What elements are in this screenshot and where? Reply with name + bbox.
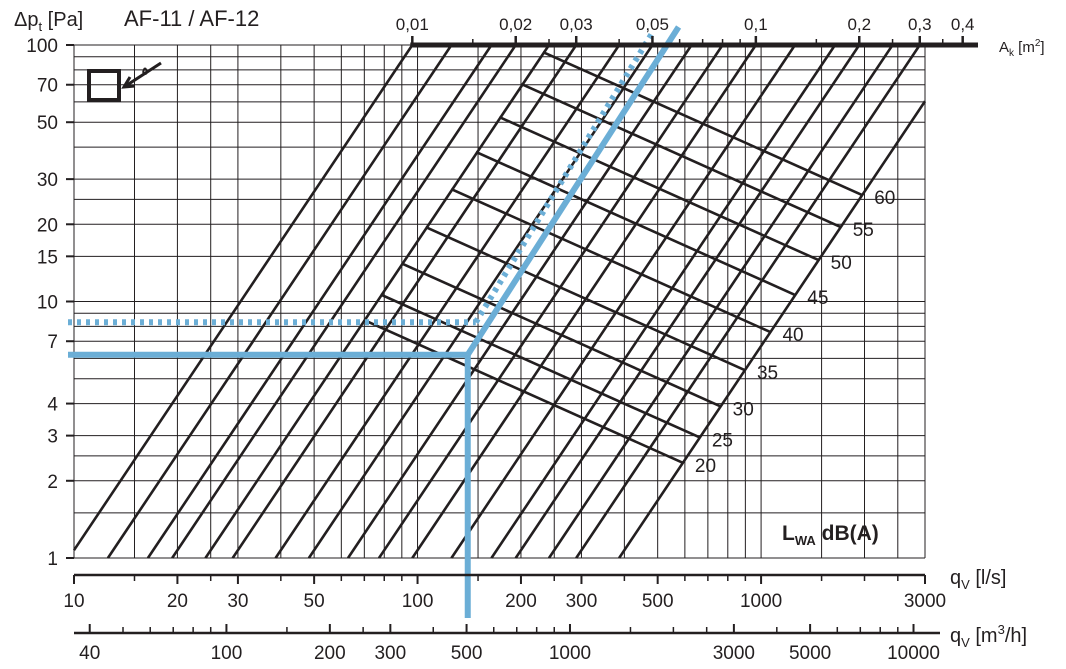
ak-line	[575, 44, 921, 559]
y-tick-label: 3	[47, 427, 58, 448]
lwa-value-label: 60	[874, 188, 895, 209]
x-m3h-tick-label: 10000	[887, 643, 940, 664]
lwa-line	[498, 115, 820, 262]
lwa-value-label: 40	[782, 325, 803, 346]
y-tick-label: 1	[47, 549, 58, 570]
example-ak-line-dotted	[473, 31, 655, 324]
lwa-value-label: 55	[853, 220, 874, 241]
ak-line	[514, 44, 861, 559]
lwa-line	[425, 225, 746, 372]
example-ak-line	[465, 25, 682, 357]
x-ls-tick-label: 200	[505, 591, 537, 612]
x-m3h-tick-label: 200	[314, 643, 346, 664]
y-tick-label: 50	[37, 113, 58, 134]
y-tick-label: 20	[37, 215, 58, 236]
x-ls-tick-label: 10	[63, 591, 84, 612]
lwa-value-label: 35	[757, 363, 778, 384]
ak-line	[171, 44, 517, 559]
lwa-label: LWA dB(A)	[782, 522, 879, 548]
tick-labels: 0,01 0,02 0,03 0,05 0,1 0,2 0,3 0,4 1 2 3 4 7 10 15 20 3…	[26, 15, 974, 664]
ak-line	[274, 44, 621, 559]
x-axis-ls-label: qV [l/s]	[950, 567, 1006, 592]
ak-line	[106, 44, 453, 559]
lwa-line	[400, 262, 722, 408]
example-lines	[68, 25, 682, 618]
y-tick-label: 70	[37, 76, 58, 97]
x-ls-tick-label: 1000	[740, 591, 782, 612]
lwa-value-label: 50	[831, 253, 852, 274]
x-m3h-tick-label: 500	[451, 643, 483, 664]
lwa-line	[450, 187, 771, 334]
ak-tick-label: 0,05	[636, 15, 669, 34]
ak-line	[618, 100, 927, 559]
x-m3h-tick-label: 300	[374, 643, 406, 664]
damper-symbol-icon	[87, 61, 162, 102]
ak-line	[204, 44, 551, 559]
y-axis-label: Δpt [Pa]	[14, 9, 83, 34]
x-m3h-tick-label: 3000	[713, 643, 755, 664]
x-ls-tick-label: 100	[402, 591, 434, 612]
x-m3h-tick-label: 100	[211, 643, 243, 664]
lwa-line	[380, 293, 701, 439]
lwa-value-label: 25	[712, 430, 733, 451]
ak-tick-label: 0,01	[396, 15, 429, 34]
x-axis-m3h-label: qV [m3/h]	[950, 622, 1027, 650]
lwa-line	[542, 50, 863, 197]
x-ls-tick-label: 3000	[904, 591, 946, 612]
ak-tick-label: 0,4	[951, 15, 975, 34]
x-m3h-tick-label: 40	[79, 643, 100, 664]
lwa-line	[475, 150, 796, 297]
ak-line	[490, 44, 837, 559]
ak-tick-label: 0,03	[560, 15, 593, 34]
lwa-value-label: 20	[695, 456, 716, 477]
y-tick-label: 10	[37, 293, 58, 314]
ak-line	[231, 44, 578, 559]
ak-tick-label: 0,3	[908, 15, 932, 34]
ak-line	[450, 44, 797, 559]
x-ls-tick-label: 30	[227, 591, 248, 612]
y-tick-label: 7	[47, 332, 58, 353]
y-tick-label: 4	[47, 395, 58, 416]
axes	[66, 36, 978, 635]
x-m3h-tick-label: 1000	[549, 643, 591, 664]
chart-title: AF-11 / AF-12	[124, 6, 259, 31]
ak-tick-label: 0,1	[744, 15, 768, 34]
lwa-line	[520, 82, 842, 229]
ak-axis-label: Ak [m2]	[999, 38, 1045, 59]
x-ls-tick-label: 300	[566, 591, 598, 612]
x-ls-tick-label: 20	[167, 591, 188, 612]
y-tick-label: 2	[47, 472, 58, 493]
ak-line	[146, 44, 493, 559]
ak-tick-label: 0,2	[847, 15, 871, 34]
lwa-value-label: 30	[733, 399, 754, 420]
ak-line	[377, 44, 724, 559]
x-ls-tick-label: 50	[304, 591, 325, 612]
ak-line	[547, 44, 894, 559]
y-tick-label: 100	[26, 36, 58, 57]
ak-line	[346, 44, 693, 559]
x-m3h-tick-label: 5000	[789, 643, 831, 664]
y-tick-label: 30	[37, 170, 58, 191]
y-tick-label: 15	[37, 247, 58, 268]
lwa-value-label: 45	[807, 288, 828, 309]
ak-tick-label: 0,02	[499, 15, 532, 34]
x-ls-tick-label: 500	[642, 591, 674, 612]
lwa-line	[363, 318, 684, 465]
ak-line	[72, 44, 414, 551]
